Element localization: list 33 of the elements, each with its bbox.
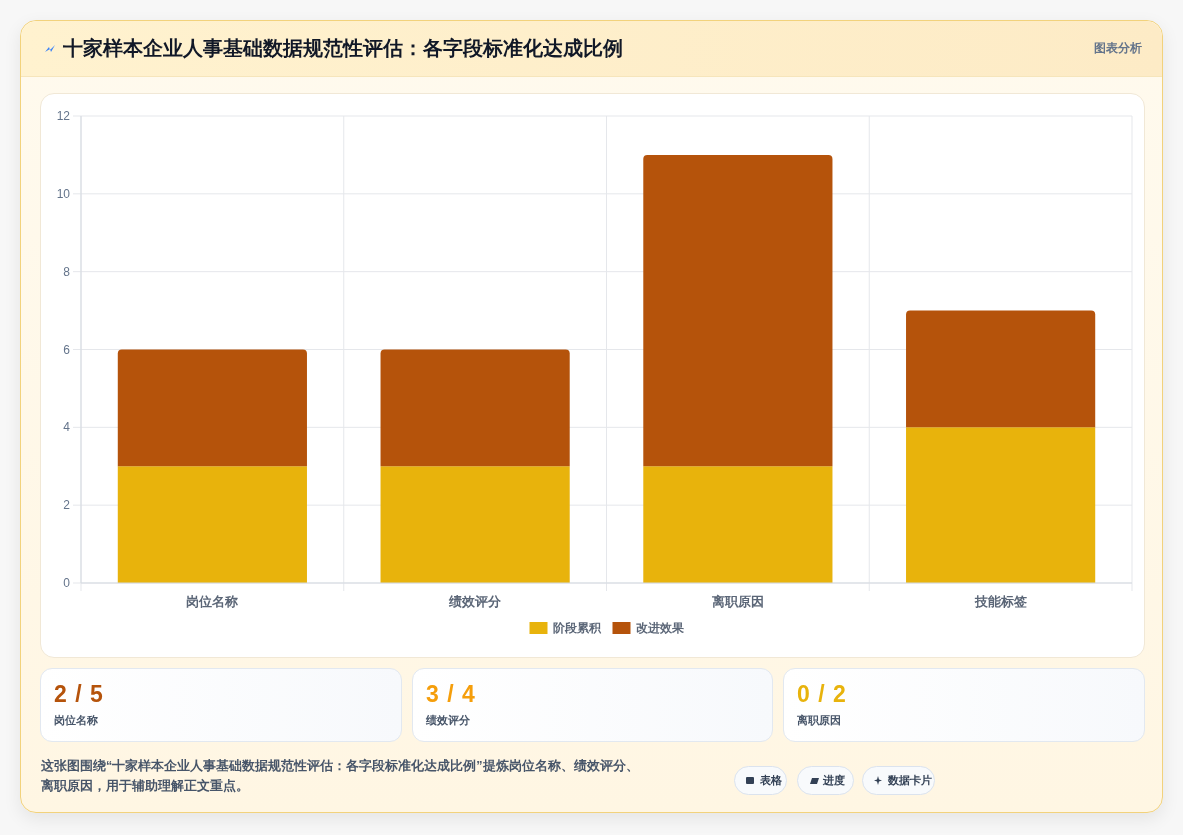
bar — [380, 349, 570, 467]
text: 岗位名称 — [54, 713, 98, 727]
y-tick-label: 2 — [63, 498, 71, 513]
x-tick-label: 岗位名称 — [186, 594, 240, 609]
text: 0 / 2 — [797, 681, 847, 707]
bar — [380, 466, 570, 583]
bar — [117, 349, 307, 467]
text: 图表分析 — [1094, 40, 1142, 56]
text: 绩效评分 — [426, 713, 470, 727]
bar — [643, 154, 833, 467]
y-tick-label: 8 — [63, 264, 71, 279]
text: 离职原因 — [797, 713, 841, 727]
text: 3 / 4 — [426, 681, 476, 707]
bar — [117, 466, 307, 583]
text: 这张图围绕“十家样本企业人事基础数据规范性评估：各字段标准化达成比例”提炼岗位名称、绩效评分、离职原因，用于辅助理解正文重点。 — [41, 757, 640, 795]
y-tick-label: 10 — [56, 186, 71, 201]
text: 进度 — [823, 773, 845, 788]
legend-label: 改进效果 — [635, 621, 685, 635]
legend-label: 阶段累积 — [552, 621, 602, 635]
x-tick-label: 技能标签 — [973, 594, 1027, 609]
x-tick-label: 绩效评分 — [448, 594, 503, 609]
text: 数据卡片 — [888, 773, 932, 788]
bar — [906, 427, 1096, 583]
y-tick-label: 6 — [63, 342, 71, 357]
bar — [643, 466, 833, 583]
bar — [906, 310, 1096, 428]
text: 表格 — [760, 773, 782, 788]
y-tick-label: 0 — [63, 576, 71, 590]
chart-title: 十家样本企业人事基础数据规范性评估：各字段标准化达成比例 — [63, 36, 623, 61]
y-tick-label: 4 — [63, 420, 71, 435]
y-tick-label: 12 — [56, 109, 71, 123]
text: 2 / 5 — [54, 681, 104, 707]
x-tick-label: 离职原因 — [710, 594, 764, 609]
